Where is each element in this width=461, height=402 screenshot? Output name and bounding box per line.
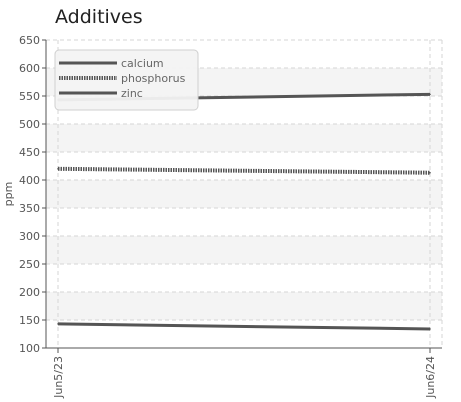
- legend-label-phosphorus: phosphorus: [121, 72, 186, 85]
- grid-band: [46, 180, 442, 208]
- y-tick-label: 400: [19, 174, 40, 187]
- data-point-calcium: [429, 93, 431, 96]
- y-tick-label: 200: [19, 286, 40, 299]
- y-tick-label: 550: [19, 90, 40, 103]
- legend-box: [54, 49, 199, 111]
- series-line-zinc: [57, 322, 431, 331]
- chart-title: Additives: [55, 6, 143, 28]
- y-tick-label: 300: [19, 230, 40, 243]
- x-tick-label: Jun6/24: [424, 356, 437, 399]
- y-tick-label: 650: [19, 34, 40, 47]
- data-point-phosphorus: [429, 171, 431, 174]
- legend-label-zinc: zinc: [121, 87, 143, 100]
- grid-band: [46, 292, 442, 320]
- y-tick-label: 500: [19, 118, 40, 131]
- data-point-zinc: [57, 323, 59, 325]
- legend-label-calcium: calcium: [121, 57, 164, 70]
- y-tick-label: 100: [19, 342, 40, 355]
- y-tick-label: 250: [19, 258, 40, 271]
- y-tick-label: 350: [19, 202, 40, 215]
- y-tick-label: 600: [19, 62, 40, 75]
- data-point-zinc: [429, 328, 431, 330]
- y-axis-label: ppm: [2, 182, 15, 207]
- data-point-phosphorus: [57, 168, 59, 170]
- x-tick-label: Jun5/23: [52, 356, 65, 399]
- y-tick-label: 150: [19, 314, 40, 327]
- grid-band: [46, 236, 442, 264]
- series-line-phosphorus: [57, 166, 431, 175]
- grid-band: [46, 124, 442, 152]
- y-tick-label: 450: [19, 146, 40, 159]
